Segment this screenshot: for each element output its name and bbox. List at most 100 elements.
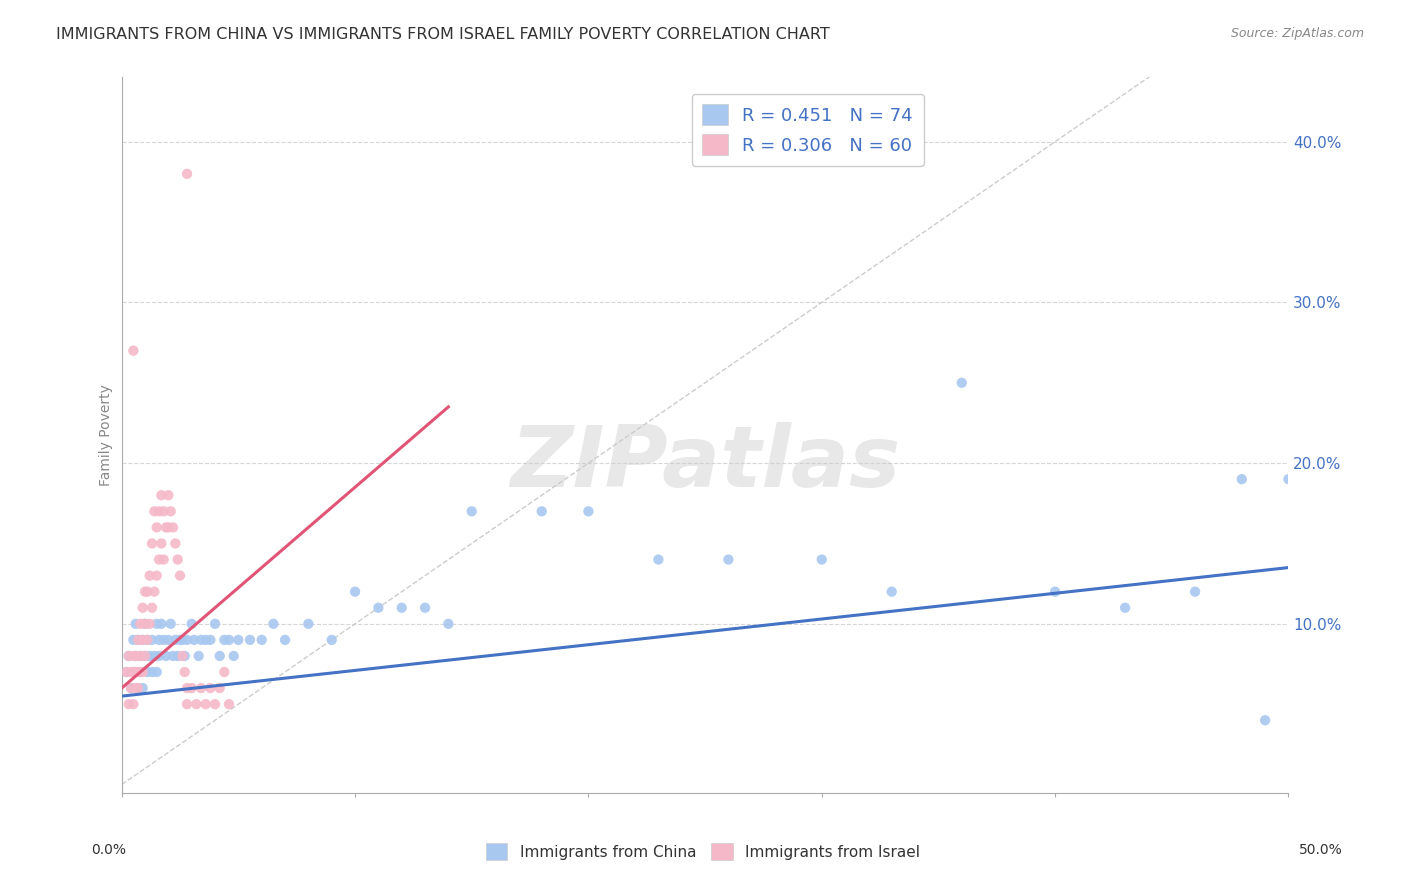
- Point: [172, 632, 194, 647]
- Point: [576, 504, 599, 518]
- Point: [134, 616, 156, 631]
- Point: [125, 616, 148, 631]
- Point: [145, 616, 167, 631]
- Point: [204, 697, 226, 711]
- Point: [138, 616, 160, 631]
- Point: [148, 632, 170, 647]
- Point: [367, 600, 389, 615]
- Point: [169, 632, 191, 647]
- Point: [200, 632, 222, 647]
- Point: [145, 568, 167, 582]
- Point: [131, 681, 153, 695]
- Point: [118, 697, 141, 711]
- Point: [134, 584, 156, 599]
- Point: [155, 648, 177, 663]
- Point: [530, 504, 553, 518]
- Point: [180, 681, 202, 695]
- Point: [176, 697, 198, 711]
- Point: [176, 632, 198, 647]
- Point: [208, 681, 231, 695]
- Point: [120, 681, 142, 695]
- Point: [122, 632, 145, 647]
- Point: [162, 520, 184, 534]
- Point: [344, 584, 367, 599]
- Point: [125, 648, 148, 663]
- Point: [1254, 713, 1277, 727]
- Point: [141, 632, 163, 647]
- Point: [138, 568, 160, 582]
- Point: [136, 632, 159, 647]
- Point: [134, 648, 156, 663]
- Point: [118, 648, 141, 663]
- Point: [136, 665, 159, 679]
- Point: [125, 681, 148, 695]
- Point: [1114, 600, 1136, 615]
- Point: [129, 648, 152, 663]
- Point: [173, 648, 195, 663]
- Point: [143, 584, 166, 599]
- Point: [150, 536, 173, 550]
- Text: 50.0%: 50.0%: [1299, 843, 1343, 857]
- Point: [717, 552, 740, 566]
- Point: [391, 600, 413, 615]
- Point: [157, 632, 180, 647]
- Point: [127, 665, 149, 679]
- Point: [120, 681, 142, 695]
- Point: [186, 697, 208, 711]
- Point: [194, 697, 217, 711]
- Point: [157, 520, 180, 534]
- Point: [150, 488, 173, 502]
- Point: [118, 648, 141, 663]
- Point: [200, 681, 222, 695]
- Point: [190, 632, 212, 647]
- Text: 0.0%: 0.0%: [91, 843, 127, 857]
- Point: [120, 665, 142, 679]
- Point: [145, 665, 167, 679]
- Point: [134, 616, 156, 631]
- Point: [413, 600, 436, 615]
- Point: [172, 648, 194, 663]
- Point: [1043, 584, 1066, 599]
- Point: [122, 665, 145, 679]
- Point: [190, 681, 212, 695]
- Point: [127, 632, 149, 647]
- Point: [157, 488, 180, 502]
- Point: [129, 665, 152, 679]
- Text: IMMIGRANTS FROM CHINA VS IMMIGRANTS FROM ISRAEL FAMILY POVERTY CORRELATION CHART: IMMIGRANTS FROM CHINA VS IMMIGRANTS FROM…: [56, 27, 830, 42]
- Point: [176, 167, 198, 181]
- Point: [122, 697, 145, 711]
- Point: [880, 584, 903, 599]
- Point: [129, 616, 152, 631]
- Y-axis label: Family Poverty: Family Poverty: [100, 384, 114, 486]
- Point: [125, 665, 148, 679]
- Point: [228, 632, 250, 647]
- Point: [134, 648, 156, 663]
- Point: [152, 552, 174, 566]
- Point: [115, 665, 138, 679]
- Point: [173, 665, 195, 679]
- Point: [250, 632, 273, 647]
- Point: [176, 681, 198, 695]
- Text: Source: ZipAtlas.com: Source: ZipAtlas.com: [1230, 27, 1364, 40]
- Point: [122, 665, 145, 679]
- Point: [143, 648, 166, 663]
- Point: [218, 632, 240, 647]
- Point: [218, 697, 240, 711]
- Point: [321, 632, 343, 647]
- Point: [148, 504, 170, 518]
- Point: [136, 632, 159, 647]
- Point: [136, 584, 159, 599]
- Point: [162, 648, 184, 663]
- Point: [647, 552, 669, 566]
- Legend: R = 0.451   N = 74, R = 0.306   N = 60: R = 0.451 N = 74, R = 0.306 N = 60: [692, 94, 924, 166]
- Point: [152, 504, 174, 518]
- Point: [165, 632, 187, 647]
- Point: [141, 600, 163, 615]
- Point: [138, 648, 160, 663]
- Point: [437, 616, 460, 631]
- Point: [1230, 472, 1253, 486]
- Point: [127, 681, 149, 695]
- Point: [159, 616, 181, 631]
- Point: [122, 343, 145, 358]
- Point: [125, 648, 148, 663]
